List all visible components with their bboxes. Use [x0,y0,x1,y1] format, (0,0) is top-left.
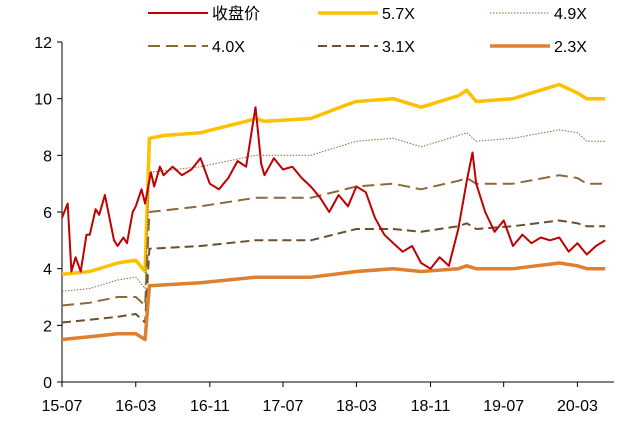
legend-label-4.0X: 4.0X [212,39,245,56]
legend-label-5.7X: 5.7X [382,6,415,23]
y-tick-label: 0 [43,375,52,392]
legend-label-收盘价: 收盘价 [212,4,260,23]
series-line-2.3X [61,261,606,342]
y-tick-label: 10 [34,92,52,109]
legend-label-2.3X: 2.3X [554,39,587,56]
x-tick-label: 19-07 [483,398,524,415]
y-tick-label: 8 [43,148,52,165]
legend-label-4.9X: 4.9X [554,6,587,23]
x-tick-label: 18-11 [411,398,451,415]
y-tick-label: 6 [43,205,52,222]
x-tick-label: 16-11 [190,398,230,415]
x-tick-label: 18-03 [336,398,377,415]
series-layer [61,82,606,342]
x-tick-label: 20-03 [557,398,598,415]
y-tick-label: 12 [34,35,52,52]
legend: 收盘价 5.7X 4.9X 4.0X 3.1X 2.3X [148,4,587,56]
y-tick-label: 2 [43,318,52,335]
series-line-4.9X [61,129,606,292]
legend-label-3.1X: 3.1X [382,39,415,56]
x-tick-label: 17-07 [263,398,304,415]
x-tick-label: 15-07 [42,398,83,415]
y-tick-label: 4 [43,262,52,279]
series-line-3.1X [61,219,606,324]
axes: 0 2 4 6 8 10 12 15-07 16-03 16-11 17-07 18-03 18-11 1… [34,35,614,415]
series-line-4.0X [61,174,606,307]
series-line-5.7X [61,82,606,277]
series-line-收盘价 [61,106,606,273]
x-tick-label: 16-03 [115,398,156,415]
